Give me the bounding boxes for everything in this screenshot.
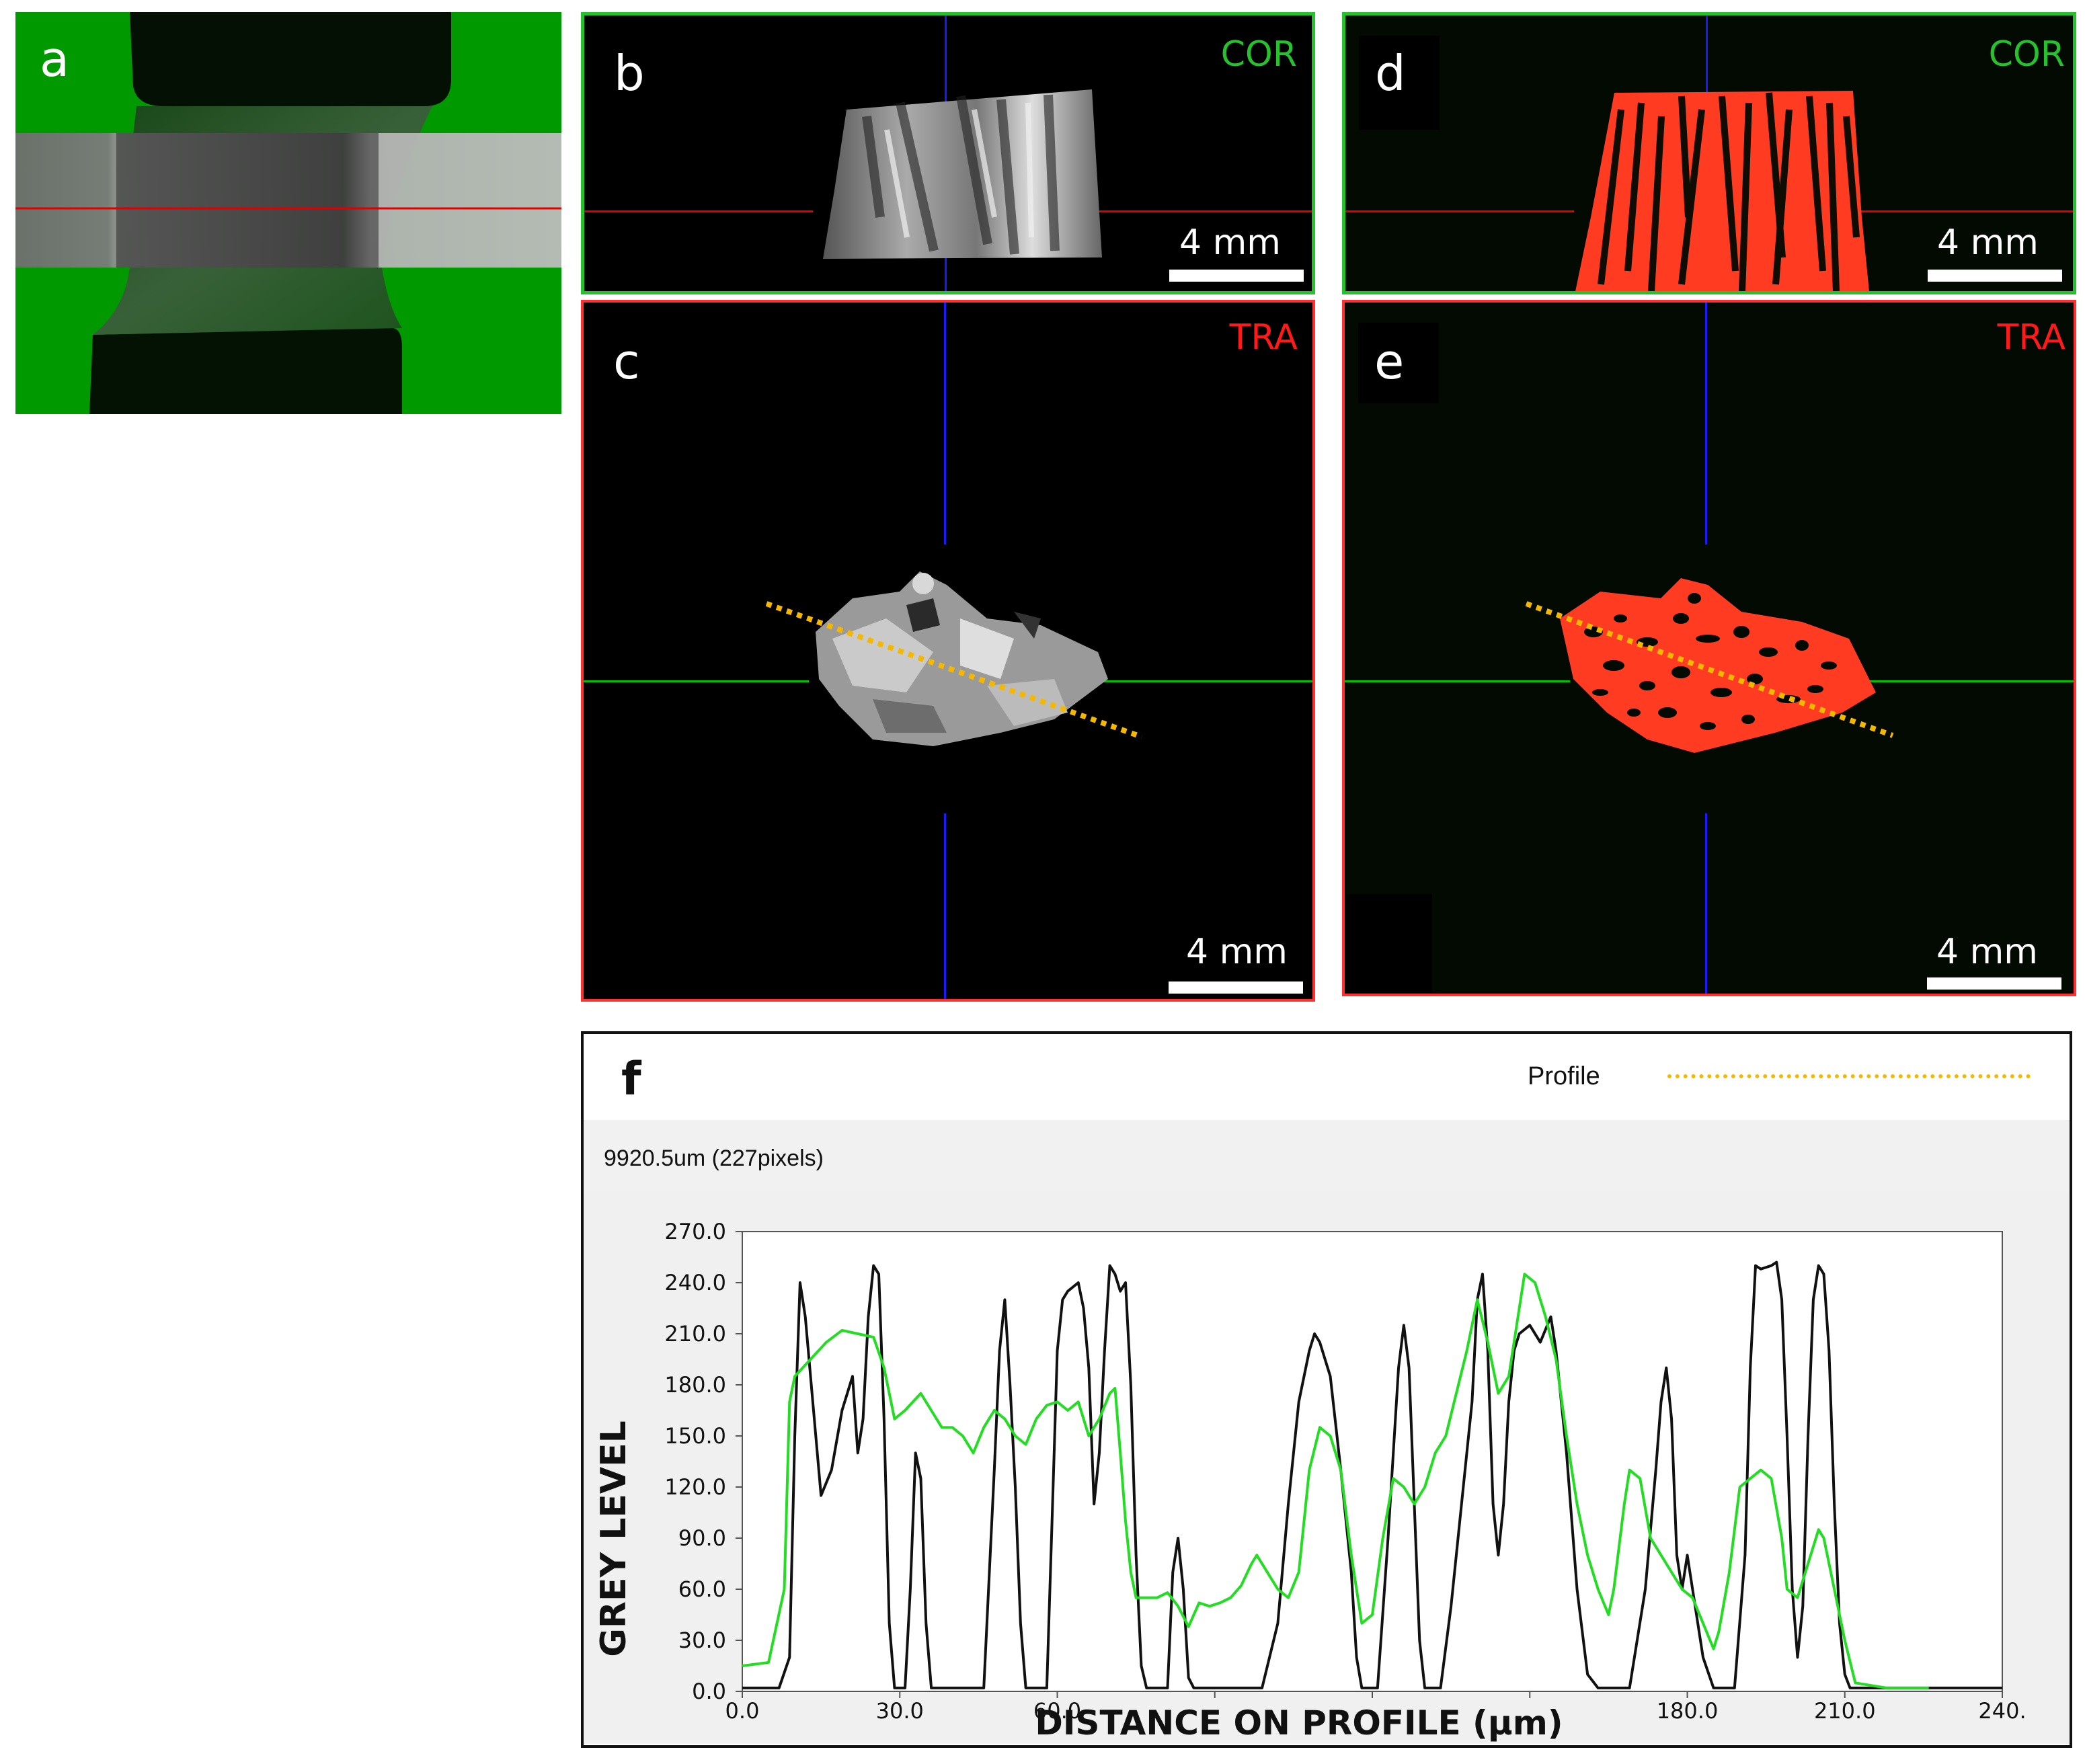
crosshair-vertical-top [944, 303, 946, 545]
crosshair-horizontal-right [1101, 680, 1312, 682]
crosshair-vertical-bottom [1705, 813, 1707, 994]
scale-bar-label: 4 mm [1179, 223, 1281, 263]
coronal-grey-volume [823, 89, 1102, 259]
profile-line [765, 601, 1143, 739]
upper-clamp [130, 12, 451, 106]
y-tick-label: 30.0 [678, 1628, 726, 1653]
y-axis-label: GREY LEVEL [594, 1420, 634, 1657]
profile-header: f Profile [584, 1034, 2070, 1120]
crosshair-horizontal-right [1869, 680, 2074, 682]
y-tick-label: 180.0 [664, 1372, 726, 1398]
coronal-segmented-volume [1575, 91, 1869, 291]
view-tag-tra: TRA [1229, 317, 1298, 358]
panel-d-letter: d [1375, 45, 1406, 102]
panel-a-letter: a [40, 31, 70, 87]
y-tick-label: 150.0 [664, 1423, 726, 1449]
scale-bar [1169, 981, 1303, 994]
panel-b-letter: b [614, 45, 645, 102]
y-tick-label: 240.0 [664, 1270, 726, 1295]
crosshair-horizontal-left [584, 680, 809, 682]
segmented-series [742, 1273, 1929, 1689]
crosshair-vertical-top [1705, 303, 1707, 545]
x-tick-label: 0.0 [725, 1698, 760, 1724]
panel-d-coronal-segmented: d COR 4 mm [1342, 12, 2076, 294]
crosshair-vertical-bottom [944, 813, 946, 999]
crosshair-horizontal-left [584, 210, 813, 212]
length-readout: 9920.5um (227pixels) [604, 1146, 824, 1171]
panel-c-transverse-grey: c TRA 4 mm [581, 300, 1315, 1002]
transverse-grey-slice [765, 571, 1143, 746]
length-readout-bar: 9920.5um (227pixels) [584, 1120, 2070, 1193]
y-tick-label: 0.0 [692, 1679, 726, 1704]
x-tick-label: 210.0 [1814, 1698, 1876, 1724]
panel-c-letter: c [613, 333, 640, 390]
radiograph-image [15, 12, 561, 414]
y-tick-label: 270.0 [664, 1219, 726, 1244]
y-tick-label: 120.0 [664, 1474, 726, 1500]
legend-label: Profile [1528, 1062, 1600, 1090]
x-tick-label: 180.0 [1657, 1698, 1719, 1724]
panel-e-letter: e [1374, 333, 1405, 390]
panel-a-radiograph: a [15, 12, 561, 414]
scale-bar [1169, 270, 1304, 282]
view-tag-tra: TRA [1997, 317, 2066, 358]
panel-e-transverse-segmented: e TRA 4 mm [1342, 300, 2076, 996]
panel-b-coronal-grey: b COR 4 mm [581, 12, 1315, 294]
x-tick-label: 30.0 [876, 1698, 924, 1724]
y-tick-label: 210.0 [664, 1321, 726, 1347]
panel-f-profile-window: f Profile 9920.5um (227pixels) 0.0 30.0 60… [581, 1031, 2072, 1748]
scale-bar-label: 4 mm [1936, 932, 2038, 972]
scale-bar [1927, 977, 2061, 990]
scale-bar-label: 4 mm [1937, 223, 2039, 263]
y-tick-label: 90.0 [678, 1525, 726, 1551]
crosshair-horizontal-right [1082, 210, 1312, 212]
panel-f-letter: f [621, 1053, 641, 1106]
x-tick-label: 60.0 [1033, 1698, 1081, 1724]
crosshair-horizontal-right [1856, 210, 2073, 212]
scale-bar [1928, 270, 2062, 282]
crosshair-horizontal-left [1345, 680, 1570, 682]
profile-chart: 0.030.060.090.0120.0150.0180.0210.0240.0… [584, 1193, 2070, 1744]
profile-line [1525, 601, 1894, 738]
view-tag-cor: COR [1220, 34, 1297, 75]
view-tag-cor: COR [1988, 34, 2065, 75]
transverse-segmented-slice [1525, 578, 1894, 753]
x-axis-label: DISTANCE ON PROFILE (µm) [1035, 1703, 1563, 1742]
legend-swatch [1667, 1074, 2031, 1078]
lower-clamp [89, 328, 402, 414]
y-tick-label: 60.0 [678, 1576, 726, 1602]
scale-bar-label: 4 mm [1186, 932, 1288, 972]
x-tick-label: 240. [1978, 1698, 2026, 1724]
crosshair-horizontal-left [1345, 210, 1574, 212]
